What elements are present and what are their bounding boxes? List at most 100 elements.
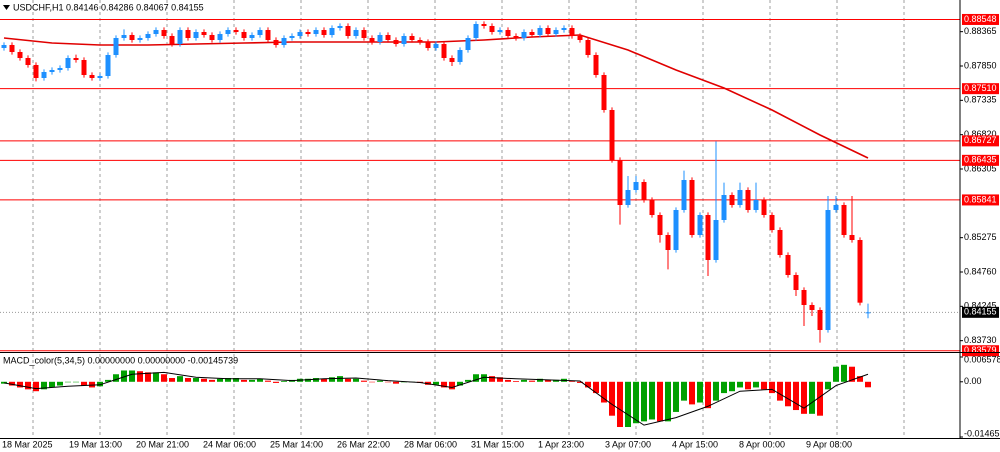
candle-body [209,35,215,40]
macd-bar [721,381,727,394]
macd-bar [497,377,503,382]
last-price-box [962,306,999,318]
level-label-box [962,345,999,357]
x-tick-label: 19 Mar 13:00 [69,439,122,449]
candle-body [129,35,135,40]
macd-bar [385,381,391,383]
macd-bar [57,381,63,386]
macd-bar [793,381,799,411]
candle-body [449,58,455,62]
macd-bar [433,381,439,385]
level-label-box [962,13,999,25]
macd-bar [361,380,367,382]
candle-body [785,255,791,275]
macd-bar [825,381,831,390]
macd-bar [673,381,679,412]
x-tick-label: 20 Mar 21:00 [136,439,189,449]
candle-body [345,26,351,36]
candle-body [425,42,431,48]
macd-bar [729,381,735,392]
macd-bar [529,380,535,382]
y-tick-label: 0.85275 [964,232,997,242]
candle-body [321,30,327,35]
candle-body [289,36,295,38]
y-tick-label: 0.87850 [964,60,997,70]
candle-body [57,68,63,70]
candle-body [673,210,679,250]
macd-bar [513,381,519,382]
menu-arrow[interactable] [3,5,10,10]
macd-bar [489,376,495,382]
candle-body [857,240,863,303]
macd-bar [9,381,15,386]
macd-bar [473,374,479,382]
macd-bar [833,366,839,382]
macd-bar [129,370,135,382]
macd-bar [313,378,319,382]
y-tick-label: 0.83730 [964,335,997,345]
candle-body [41,72,47,78]
macd-bar [801,381,807,414]
macd-bar [113,374,119,382]
candle-body [697,215,703,235]
macd-bar [761,381,767,390]
candle-body [625,190,631,205]
y-tick-label: 0.86820 [964,129,997,139]
macd-bar [481,374,487,382]
macd-bar [1,381,7,384]
level-label-box [962,154,999,166]
macd-bar [265,380,271,382]
x-tick-label: 28 Mar 06:00 [404,439,457,449]
candle-body [121,35,127,38]
candle-body [529,32,535,35]
macd-bar [609,381,615,416]
macd-bar [641,381,647,422]
candle-body [457,50,463,62]
candle-body [401,36,407,44]
candle-body [249,35,255,38]
candle-body [761,200,767,215]
x-tick-label: 9 Apr 08:00 [806,439,852,449]
macd-bar [505,379,511,382]
candle-body [849,235,855,240]
candle-body [617,160,623,205]
macd-bar [97,381,103,387]
candle-body [265,30,271,40]
macd-bar [161,374,167,382]
macd-bar [257,378,263,382]
candle-body [489,26,495,32]
candle-body [185,30,191,38]
macd-bar [393,381,399,384]
candle-body [521,32,527,38]
macd-bar [593,381,599,394]
candle-body [833,205,839,210]
candle-body [601,75,607,110]
candle-body [377,35,383,42]
candle-body [241,32,247,38]
candle-body [369,38,375,42]
macd-bar [681,381,687,401]
candle-body [585,40,591,55]
y-tick-label: 0.88365 [964,26,997,36]
candle-body [273,40,279,45]
candle-body [225,30,231,34]
candle-body [169,36,175,44]
y-tick-label: 0.84760 [964,266,997,276]
macd-bar [705,381,711,409]
macd-bar [657,381,663,422]
candle-body [753,200,759,210]
level-label: 0.88548 [964,14,997,24]
candle-body [161,30,167,36]
candle-body [177,30,183,44]
macd-bar [249,379,255,382]
macd-bar [89,381,95,388]
candle-body [297,32,303,36]
macd-bar [449,381,455,390]
candle-body [793,275,799,290]
macd-bar [353,378,359,382]
candle-body [481,24,487,26]
candle-body [729,195,735,205]
candle-body [817,310,823,330]
macd-bar [465,379,471,382]
